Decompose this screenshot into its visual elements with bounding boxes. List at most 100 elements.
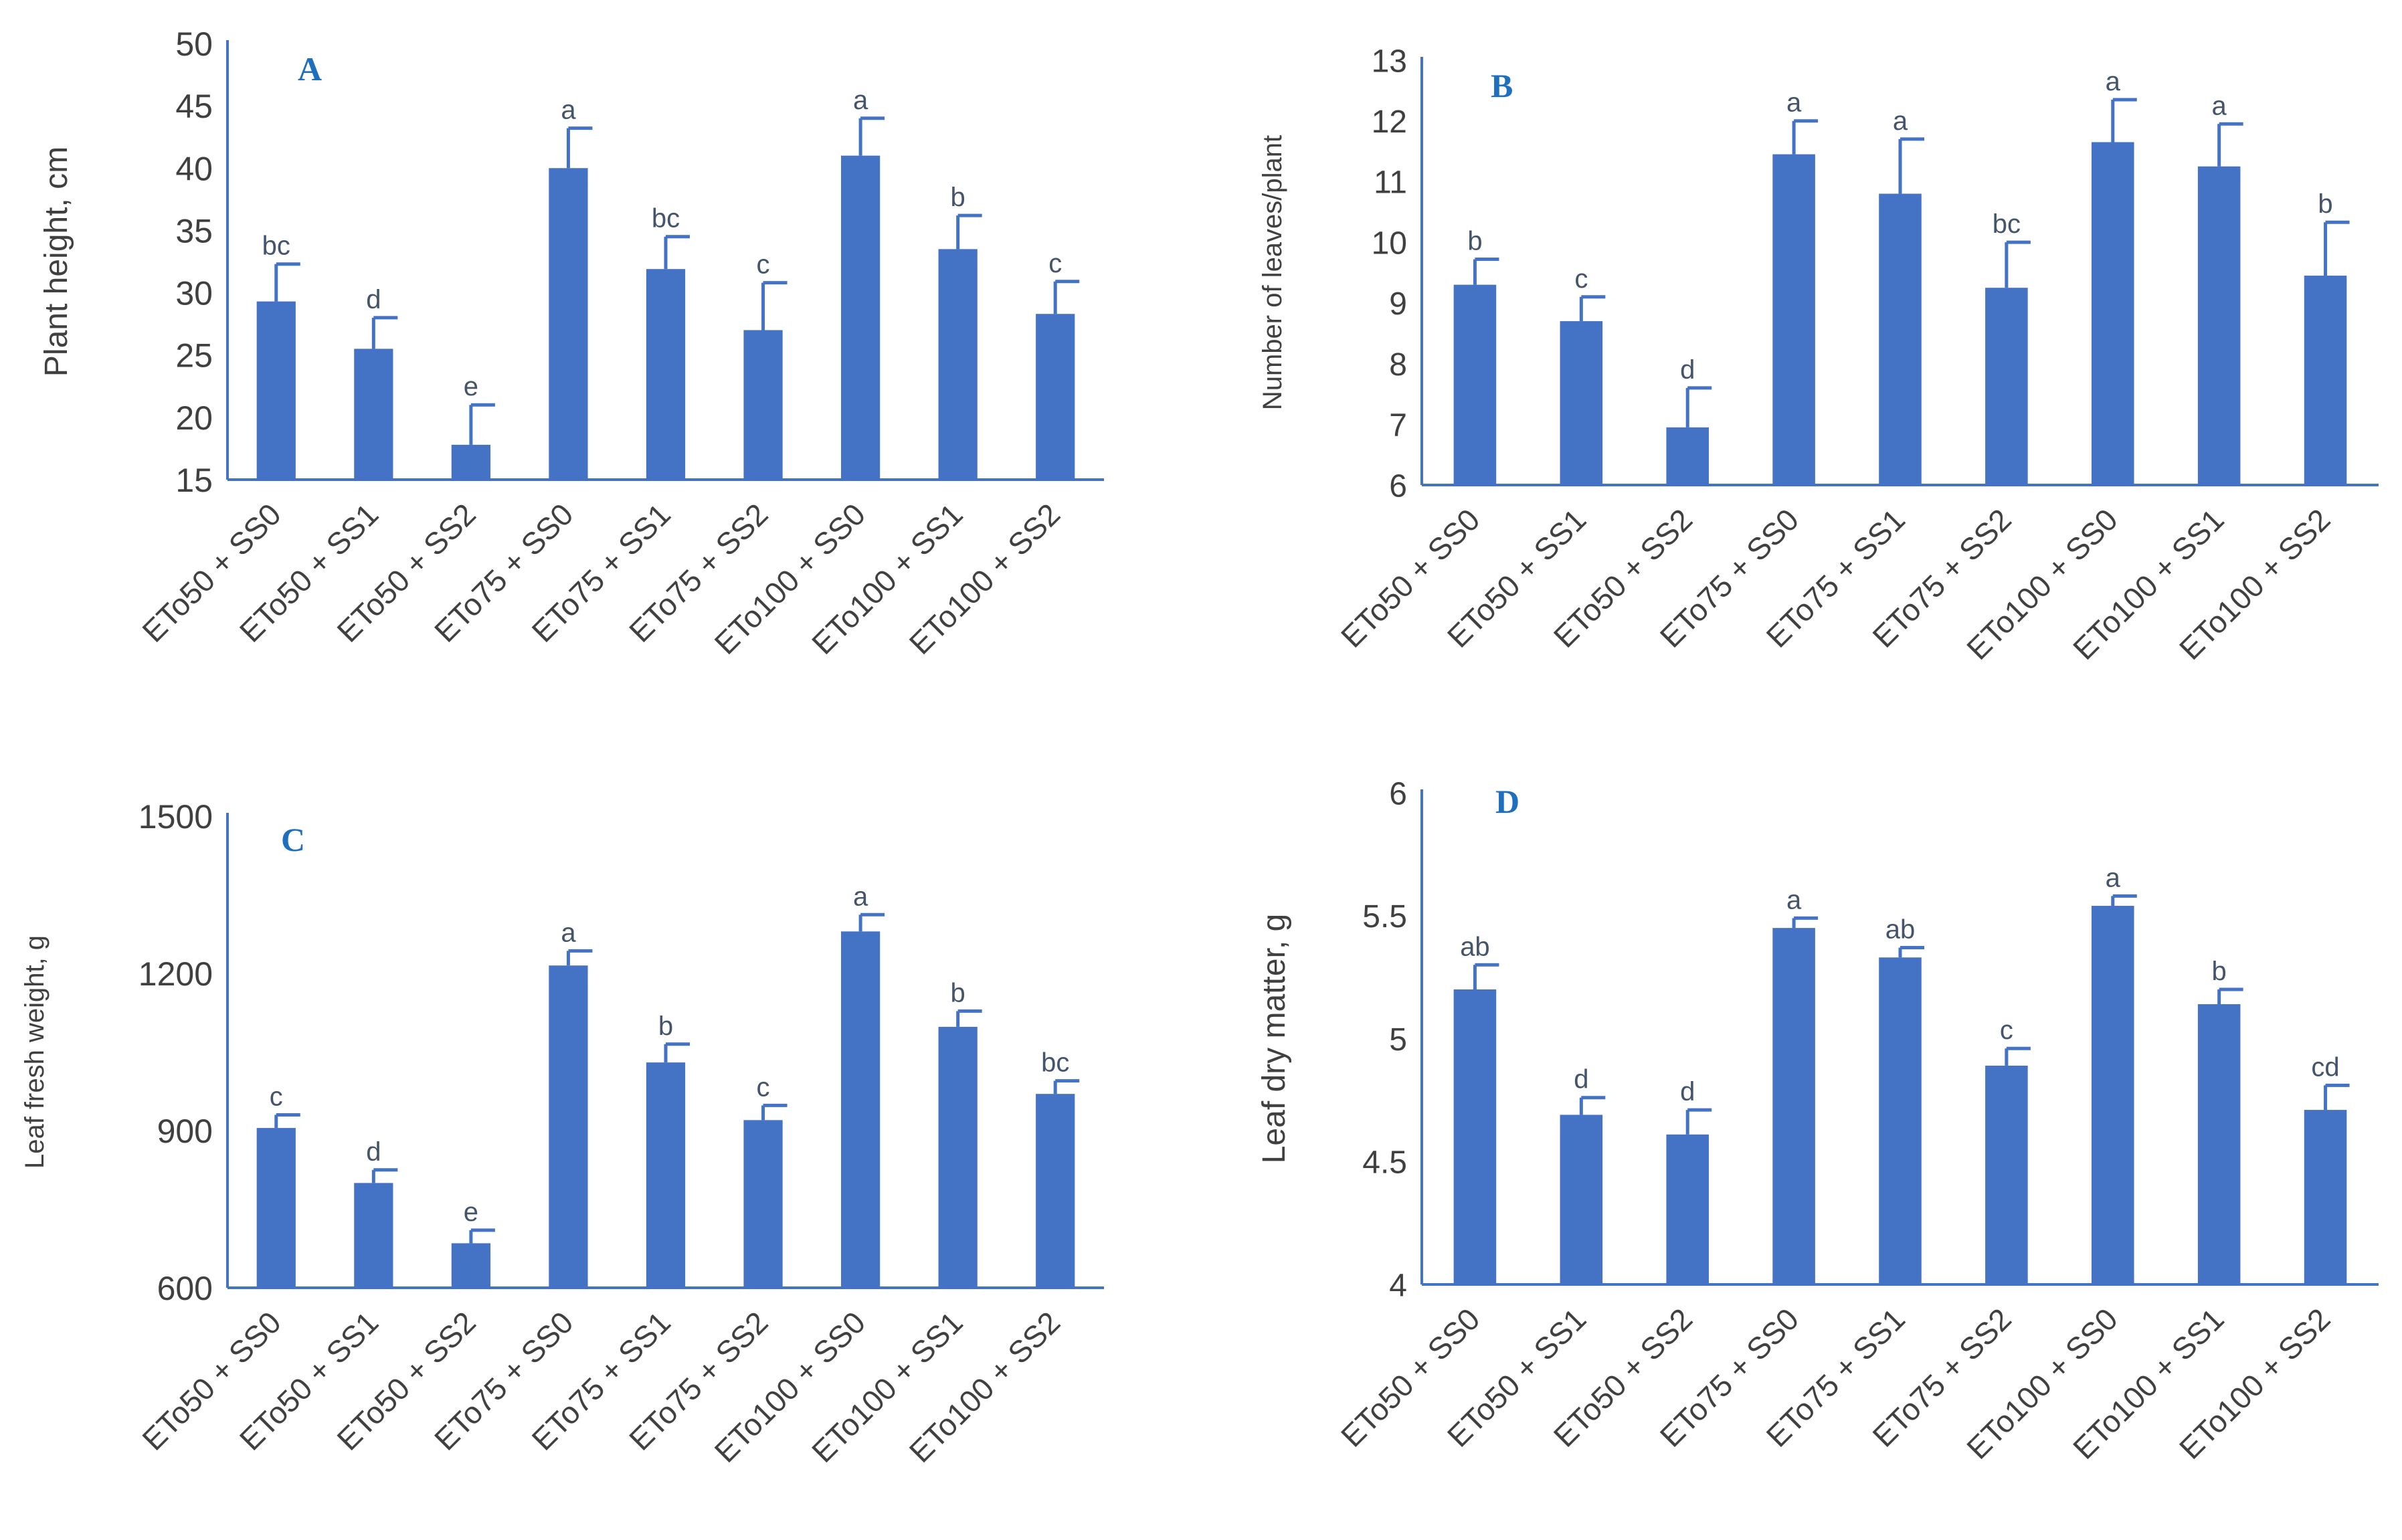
bar (1036, 314, 1075, 480)
y-tick-label: 13 (1372, 43, 1407, 79)
bar (2197, 166, 2241, 485)
significance-letter: d (1680, 355, 1695, 385)
bar (354, 1183, 393, 1288)
significance-letter: a (2106, 863, 2121, 892)
bar (646, 1062, 686, 1288)
significance-letter: b (2318, 189, 2332, 219)
bar (841, 931, 881, 1288)
significance-letter: a (561, 918, 576, 947)
y-tick-label: 8 (1389, 347, 1407, 383)
significance-letter: a (561, 96, 576, 125)
y-tick-label: 30 (175, 275, 213, 312)
y-tick-label: 45 (175, 88, 213, 125)
significance-letter: d (1680, 1077, 1695, 1106)
bar (2304, 1110, 2347, 1284)
y-tick-label: 40 (175, 150, 213, 187)
bar (1453, 989, 1497, 1284)
y-tick-label: 12 (1372, 104, 1407, 140)
significance-letter: bc (262, 231, 290, 261)
bar (1772, 928, 1815, 1284)
y-tick-label: 4 (1389, 1268, 1407, 1303)
y-tick-label: 50 (175, 25, 213, 63)
y-tick-label: 35 (175, 212, 213, 250)
significance-letter: ab (1885, 915, 1916, 945)
bar (938, 249, 978, 480)
y-tick-label: 1500 (138, 798, 213, 836)
y-tick-label: 5 (1389, 1022, 1407, 1058)
significance-letter: a (1893, 106, 1908, 136)
significance-letter: b (951, 978, 965, 1007)
y-tick-label: 11 (1374, 165, 1407, 201)
y-tick-label: 6 (1389, 468, 1407, 504)
significance-letter: b (658, 1012, 673, 1041)
y-axis-title: Plant height, cm (39, 147, 74, 377)
y-tick-label: 9 (1389, 286, 1407, 322)
significance-letter: a (853, 882, 868, 911)
significance-letter: d (366, 285, 381, 314)
significance-letter: c (270, 1082, 283, 1112)
bar (2092, 142, 2134, 485)
significance-letter: c (757, 250, 770, 280)
bar (2197, 1004, 2241, 1284)
bar (1772, 154, 1815, 485)
bar (451, 444, 490, 480)
significance-letter: bc (652, 204, 680, 233)
significance-letter: a (1786, 885, 1802, 915)
significance-letter: b (1467, 227, 1482, 256)
bar (1985, 1065, 2028, 1284)
significance-letter: bc (1041, 1048, 1069, 1078)
bar (256, 1128, 296, 1288)
bar (256, 301, 296, 480)
panel-label: C (281, 821, 305, 858)
y-tick-label: 7 (1389, 408, 1407, 444)
significance-letter: c (1048, 249, 1062, 278)
significance-letter: a (853, 86, 868, 115)
bar (1666, 427, 1709, 485)
bar (743, 1120, 783, 1288)
bar (2092, 906, 2134, 1284)
y-axis-title: Number of leaves/plant (1258, 135, 1287, 410)
y-tick-label: 20 (175, 399, 213, 437)
significance-letter: d (1574, 1065, 1588, 1094)
bar (1453, 284, 1497, 485)
bar (1560, 321, 1603, 485)
y-axis-title: Leaf dry matter, g (1257, 914, 1292, 1164)
significance-letter: d (366, 1137, 381, 1167)
significance-letter: c (2000, 1016, 2013, 1045)
significance-letter: cd (2311, 1052, 2339, 1082)
y-tick-label: 25 (175, 337, 213, 375)
y-tick-label: 5.5 (1362, 899, 1407, 935)
significance-letter: b (951, 183, 965, 212)
significance-letter: a (2106, 67, 2121, 96)
y-tick-label: 900 (157, 1113, 213, 1150)
bar (938, 1026, 978, 1288)
bar (841, 155, 881, 480)
bar (1879, 193, 1922, 485)
significance-letter: a (2212, 91, 2227, 120)
panel-label: D (1495, 783, 1519, 820)
significance-letter: bc (1993, 209, 2021, 239)
y-tick-label: 15 (175, 462, 213, 499)
bar (1560, 1115, 1603, 1284)
bar (1666, 1134, 1709, 1284)
significance-letter: e (464, 372, 478, 401)
bar (549, 965, 588, 1288)
significance-letter: b (2212, 957, 2227, 986)
bar (1036, 1094, 1075, 1288)
y-tick-label: 1200 (138, 955, 213, 993)
bar (1985, 288, 2028, 485)
bar (2304, 276, 2347, 485)
bar (1879, 957, 1922, 1284)
significance-letter: e (464, 1197, 478, 1227)
y-axis-title: Leaf fresh weight, g (20, 935, 50, 1169)
bar (743, 330, 783, 480)
bar (451, 1243, 490, 1288)
y-tick-label: 4.5 (1362, 1145, 1407, 1181)
significance-letter: ab (1460, 932, 1490, 961)
significance-letter: c (757, 1072, 770, 1102)
bar (354, 349, 393, 480)
y-tick-label: 600 (157, 1270, 213, 1307)
